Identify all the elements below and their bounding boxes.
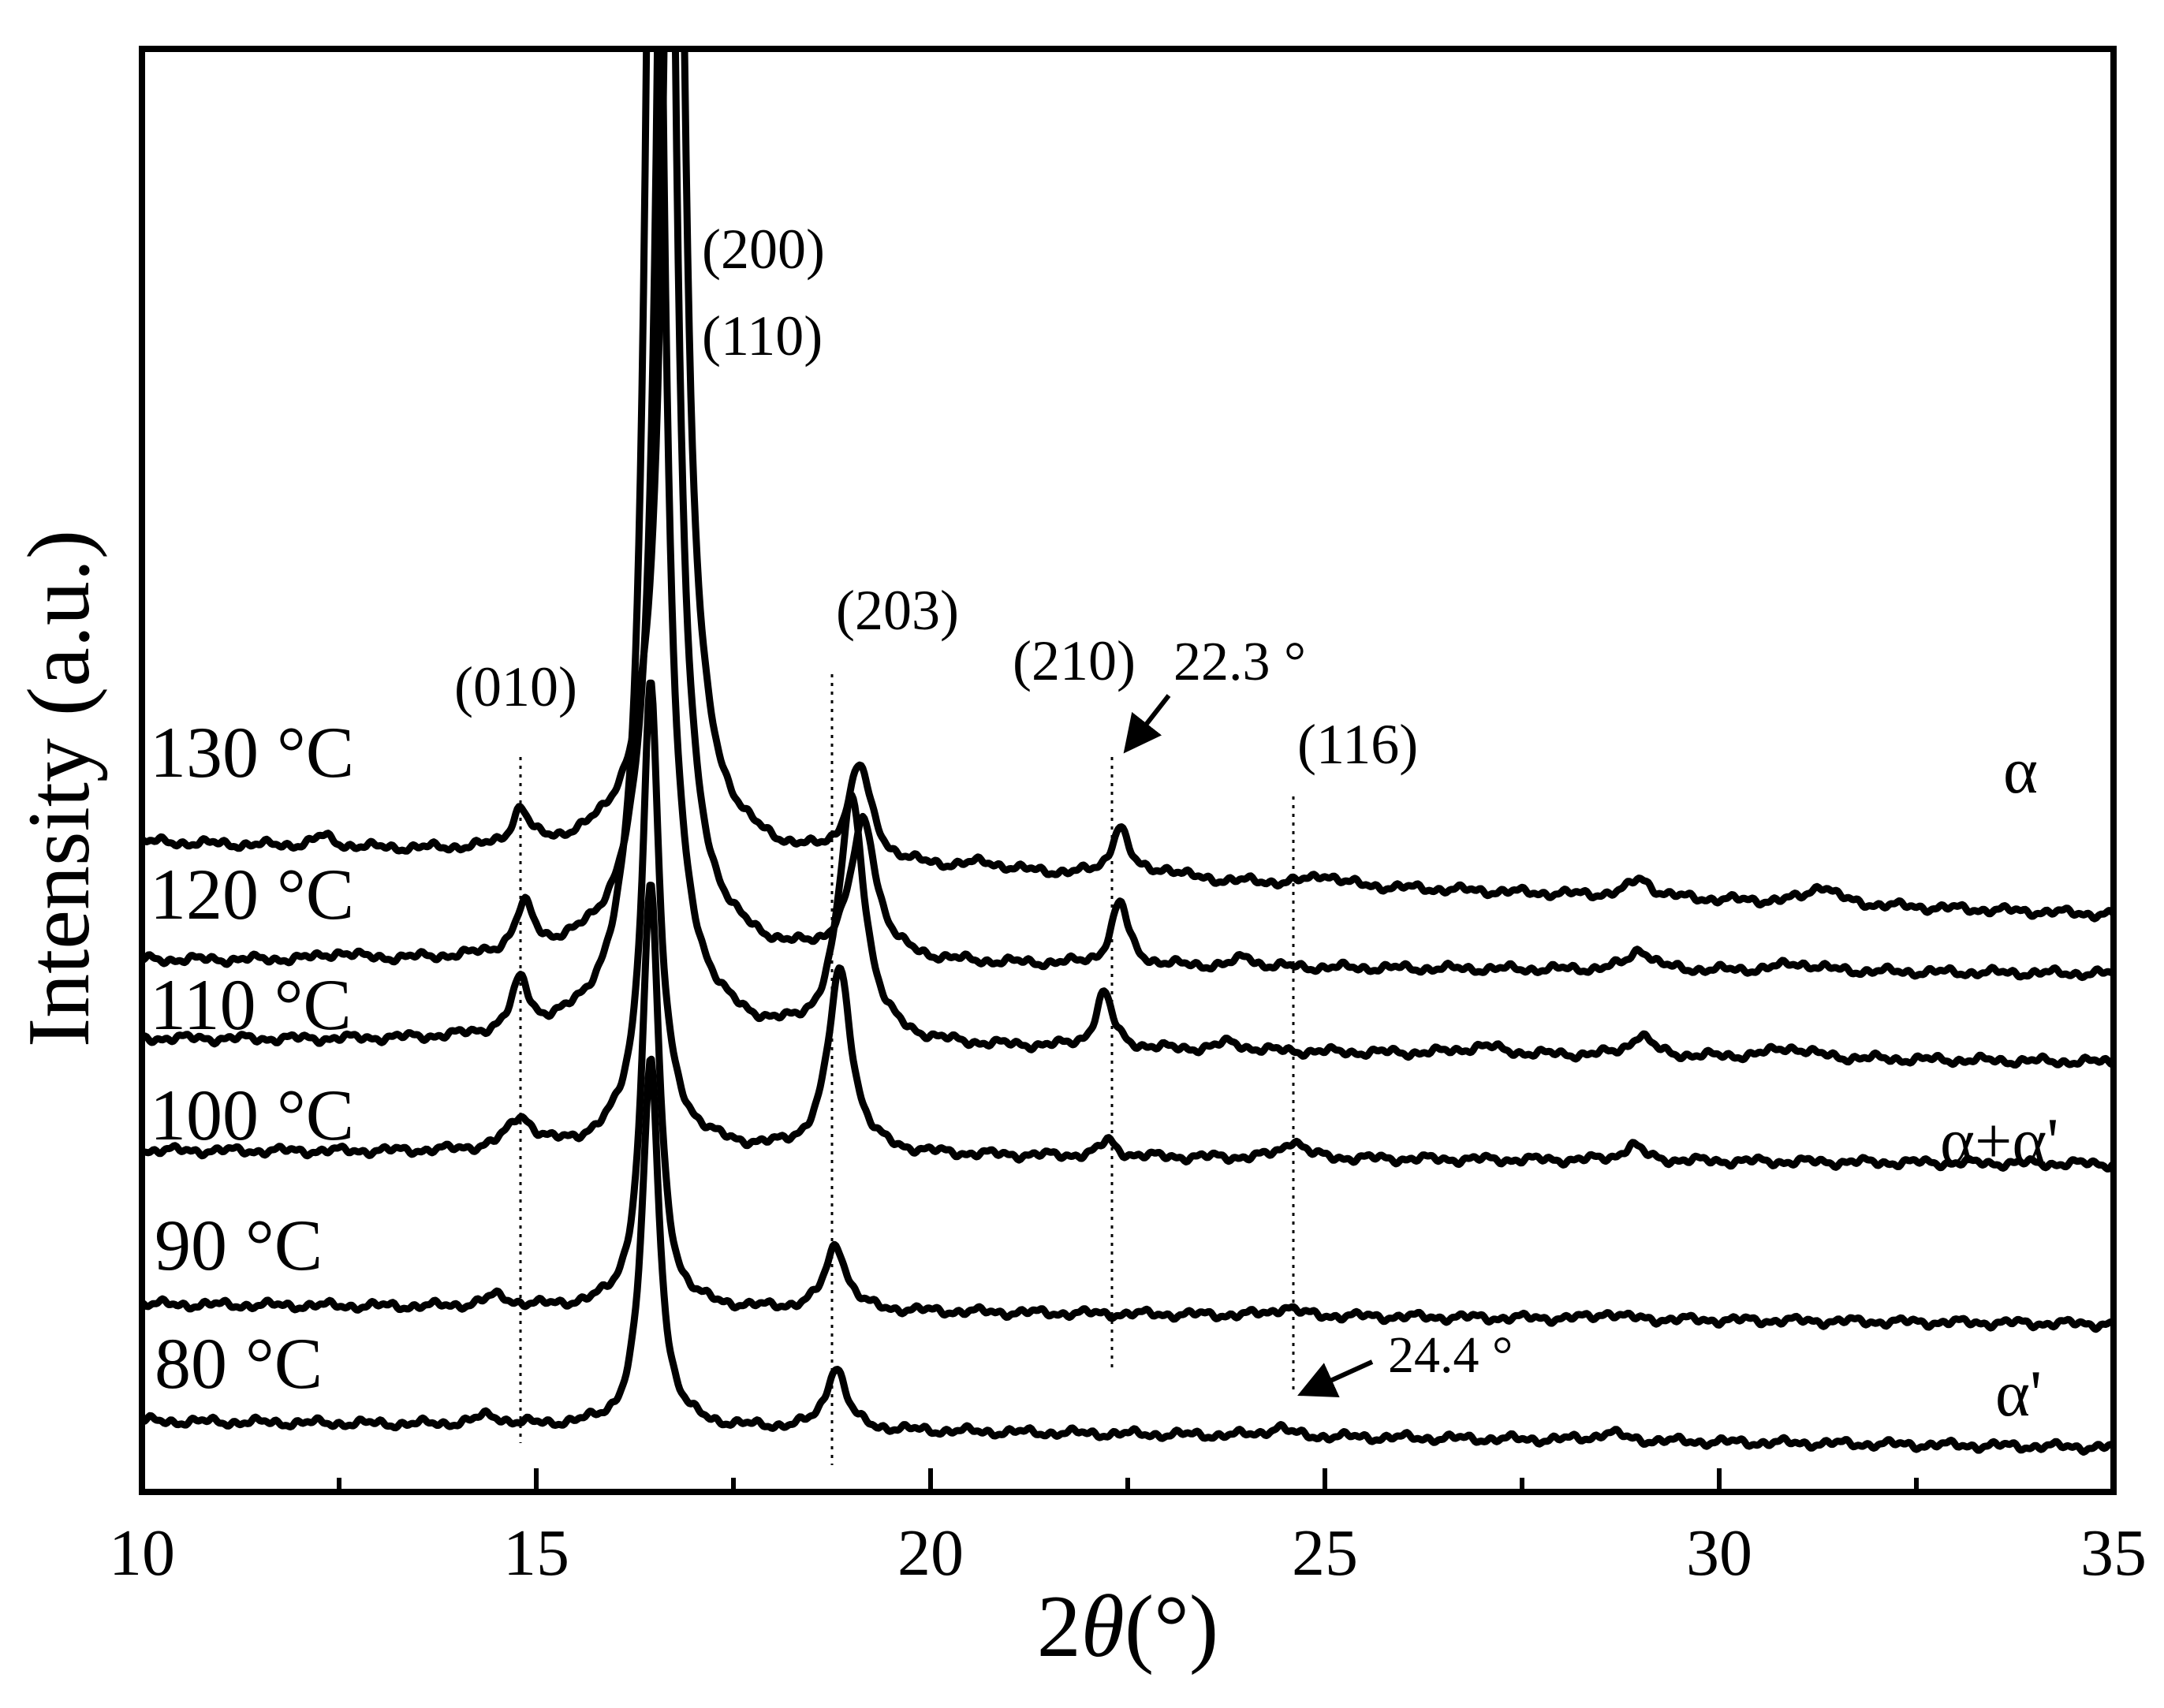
label-110C: 110 °C xyxy=(150,964,352,1045)
plane-116: (116) xyxy=(1297,713,1418,776)
x-axis-label-unit: (°) xyxy=(1125,1578,1218,1676)
plane-200: (200) xyxy=(702,218,825,281)
x-tick-label: 30 xyxy=(1686,1516,1752,1590)
arrow-22 xyxy=(1123,694,1171,754)
x-axis-label: 2θ(°) xyxy=(1037,1578,1218,1676)
plot-frame xyxy=(139,46,2117,1495)
series-line-90C xyxy=(142,882,2114,1333)
plane-010: (010) xyxy=(454,655,577,718)
label-80C: 80 °C xyxy=(155,1323,323,1404)
series-line-110C xyxy=(142,49,2114,1069)
x-tick-label: 25 xyxy=(1292,1516,1358,1590)
phase-labels: α α+α' α' xyxy=(1940,734,2059,1430)
phase-alpha-mixed: α+α' xyxy=(1940,1105,2059,1178)
label-120C: 120 °C xyxy=(150,854,354,934)
x-axis-label-theta: θ xyxy=(1081,1578,1125,1676)
x-tick-label: 15 xyxy=(503,1516,569,1590)
label-100C: 100 °C xyxy=(150,1075,354,1155)
plane-203: (203) xyxy=(836,579,959,642)
x-tick-label: 35 xyxy=(2080,1516,2147,1590)
x-axis-label-prefix: 2 xyxy=(1037,1578,1081,1676)
series-labels: 130 °C 120 °C 110 °C 100 °C 90 °C 80 °C xyxy=(150,712,354,1404)
plane-110: (110) xyxy=(702,304,823,367)
x-axis-ticks: 10 15 20 25 30 35 xyxy=(109,1468,2147,1590)
series-line-80C xyxy=(142,1055,2114,1456)
series-line-100C xyxy=(142,679,2114,1173)
peak-24-annotation: 24.4 ° xyxy=(1388,1326,1513,1384)
diffraction-curves xyxy=(142,49,2114,1456)
label-90C: 90 °C xyxy=(155,1205,323,1285)
phase-alpha: α xyxy=(2003,734,2038,807)
peak-22-annotation: 22.3 ° xyxy=(1173,632,1306,692)
plane-210: (210) xyxy=(1013,629,1136,692)
series-line-120C xyxy=(142,49,2114,982)
y-axis-label: Intensity (a.u.) xyxy=(10,530,108,1047)
plane-annotations: (200) (110) (203) (010) (210) (116) 22.3… xyxy=(454,218,1513,1384)
x-tick-label: 20 xyxy=(897,1516,964,1590)
series-line-130C xyxy=(142,49,2114,923)
x-tick-label: 10 xyxy=(109,1516,175,1590)
label-130C: 130 °C xyxy=(150,712,354,792)
phase-alpha-prime: α' xyxy=(1995,1357,2042,1430)
reference-lines xyxy=(519,674,1295,1465)
arrow-24 xyxy=(1297,1359,1374,1398)
